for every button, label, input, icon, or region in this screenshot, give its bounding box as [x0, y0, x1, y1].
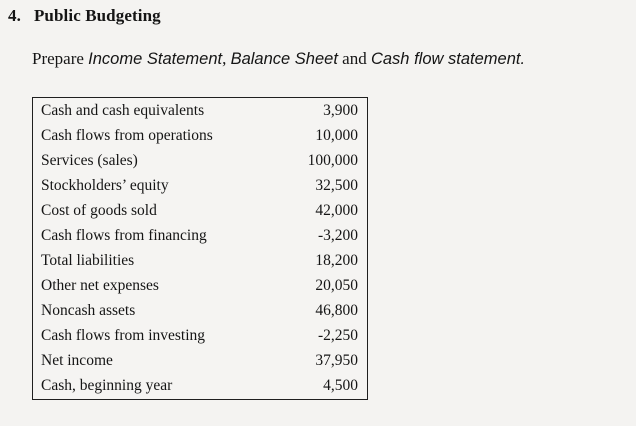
row-value: 37,950	[315, 351, 358, 369]
row-label: Cash flows from operations	[41, 126, 213, 144]
row-value: 4,500	[323, 377, 358, 395]
row-label: Stockholders’ equity	[41, 176, 169, 194]
row-label: Cash flows from financing	[41, 226, 207, 244]
table-row: Cost of goods sold 42,000	[33, 198, 367, 223]
statement-income: Income Statement	[88, 50, 223, 68]
instruction-separator: ,	[222, 49, 231, 68]
table-row: Cash flows from operations 10,000	[33, 123, 367, 148]
row-label: Total liabilities	[41, 251, 135, 269]
statement-cashflow: Cash flow statement.	[370, 50, 526, 68]
row-value: -2,250	[317, 326, 358, 344]
exercise-heading: 4. Public Budgeting	[8, 6, 161, 26]
row-label: Cash flows from investing	[41, 326, 206, 344]
table-row: Other net expenses 20,050	[33, 273, 367, 298]
row-value: 18,200	[315, 251, 358, 269]
row-label: Services (sales)	[41, 151, 138, 169]
table-row: Noncash assets 46,800	[33, 298, 367, 323]
row-value: -3,200	[317, 226, 358, 244]
row-value: 100,000	[307, 151, 358, 169]
financial-data-table: Cash and cash equivalents 3,900 Cash flo…	[32, 97, 368, 400]
table-row: Services (sales) 100,000	[33, 148, 367, 173]
row-label: Net income	[41, 351, 113, 369]
row-label: Cost of goods sold	[41, 201, 157, 219]
table-row: Net income 37,950	[33, 348, 367, 373]
table-row: Stockholders’ equity 32,500	[33, 173, 367, 198]
row-value: 20,050	[315, 276, 358, 294]
row-label: Noncash assets	[41, 301, 136, 319]
row-label: Other net expenses	[41, 276, 159, 294]
row-value: 42,000	[315, 201, 358, 219]
table-row: Cash and cash equivalents 3,900	[33, 98, 367, 123]
instruction-conjunction: and	[337, 49, 371, 68]
row-value: 10,000	[315, 126, 358, 144]
table-row: Total liabilities 18,200	[33, 248, 367, 273]
instruction-line: Prepare Income Statement, Balance Sheet …	[32, 49, 525, 69]
row-value: 32,500	[315, 176, 358, 194]
exercise-number: 4.	[8, 6, 21, 25]
exercise-title: Public Budgeting	[33, 6, 161, 25]
row-label: Cash and cash equivalents	[41, 101, 205, 119]
row-value: 3,900	[323, 101, 358, 119]
table-row: Cash flows from investing -2,250	[33, 323, 367, 348]
instruction-prefix: Prepare	[32, 49, 89, 68]
row-label: Cash, beginning year	[41, 377, 173, 395]
table-row: Cash flows from financing -3,200	[33, 223, 367, 248]
statement-balance: Balance Sheet	[230, 50, 338, 68]
row-value: 46,800	[315, 301, 358, 319]
table-row: Cash, beginning year 4,500	[33, 374, 367, 399]
